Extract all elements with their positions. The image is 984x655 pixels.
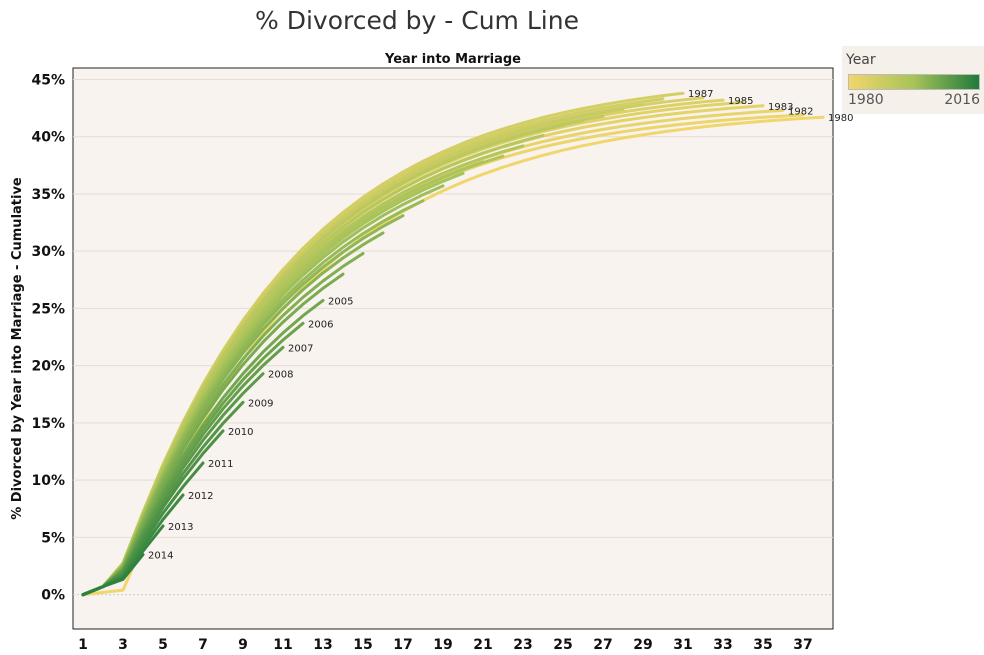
y-tick-label: 10% xyxy=(31,473,65,489)
y-axis-ticks: 0% 5% 10% 15% 20% 25% 30% 35% 40% 45% xyxy=(31,72,65,603)
legend-title: Year xyxy=(846,52,876,68)
series-label-2006: 2006 xyxy=(308,319,333,330)
x-tick-label: 11 xyxy=(273,637,292,653)
x-tick-label: 21 xyxy=(473,637,492,653)
x-tick-label: 17 xyxy=(393,637,412,653)
series-label-2014: 2014 xyxy=(148,551,173,562)
x-tick-label: 27 xyxy=(593,637,612,653)
gridlines xyxy=(73,78,833,596)
y-tick-label: 20% xyxy=(31,359,65,375)
x-tick-label: 15 xyxy=(353,637,372,653)
series-lines xyxy=(81,91,825,597)
x-tick-label: 3 xyxy=(118,637,128,653)
x-tick-label: 25 xyxy=(553,637,572,653)
y-tick-label: 30% xyxy=(31,244,65,260)
x-tick-label: 35 xyxy=(753,637,772,653)
series-label-2007: 2007 xyxy=(288,343,313,354)
x-tick-label: 19 xyxy=(433,637,452,653)
x-tick-label: 7 xyxy=(198,637,208,653)
legend-max-label: 2016 xyxy=(944,92,980,108)
series-label-1980: 1980 xyxy=(828,113,853,124)
x-tick-label: 33 xyxy=(713,637,732,653)
series-label-2012: 2012 xyxy=(188,491,213,502)
y-tick-label: 0% xyxy=(41,588,65,604)
x-tick-label: 23 xyxy=(513,637,532,653)
x-tick-label: 31 xyxy=(673,637,692,653)
series-label-2008: 2008 xyxy=(268,370,293,381)
x-tick-label: 29 xyxy=(633,637,652,653)
series-label-1982: 1982 xyxy=(788,106,813,117)
series-line-2014 xyxy=(81,553,145,597)
series-label-2010: 2010 xyxy=(228,427,253,438)
series-label-2011: 2011 xyxy=(208,459,233,470)
legend-min-label: 1980 xyxy=(848,92,884,108)
y-tick-label: 15% xyxy=(31,416,65,432)
chart-subtitle: Year into Marriage xyxy=(384,52,521,67)
y-tick-label: 45% xyxy=(31,72,65,88)
series-label-1987: 1987 xyxy=(688,89,713,100)
y-tick-label: 5% xyxy=(41,530,65,546)
x-tick-label: 37 xyxy=(793,637,812,653)
y-tick-label: 25% xyxy=(31,301,65,317)
series-label-2005: 2005 xyxy=(328,296,353,307)
x-tick-label: 1 xyxy=(78,637,88,653)
y-tick-label: 35% xyxy=(31,187,65,203)
series-label-1985: 1985 xyxy=(728,96,753,107)
y-axis-label: % Divorced by Year into Marriage - Cumul… xyxy=(10,177,25,520)
y-tick-label: 40% xyxy=(31,130,65,146)
x-tick-label: 13 xyxy=(313,637,332,653)
x-axis-ticks: 1 3 5 7 9 11 13 15 17 19 21 23 25 27 29 31 33 35 37 xyxy=(78,637,813,653)
series-label-2009: 2009 xyxy=(248,398,273,409)
series-label-2013: 2013 xyxy=(168,522,193,533)
chart-title: % Divorced by - Cum Line xyxy=(255,6,579,35)
series-label-1983: 1983 xyxy=(768,102,793,113)
x-tick-label: 9 xyxy=(238,637,248,653)
color-legend: Year 1980 2016 xyxy=(842,46,984,114)
x-tick-label: 5 xyxy=(158,637,168,653)
legend-gradient-bar xyxy=(848,74,980,90)
